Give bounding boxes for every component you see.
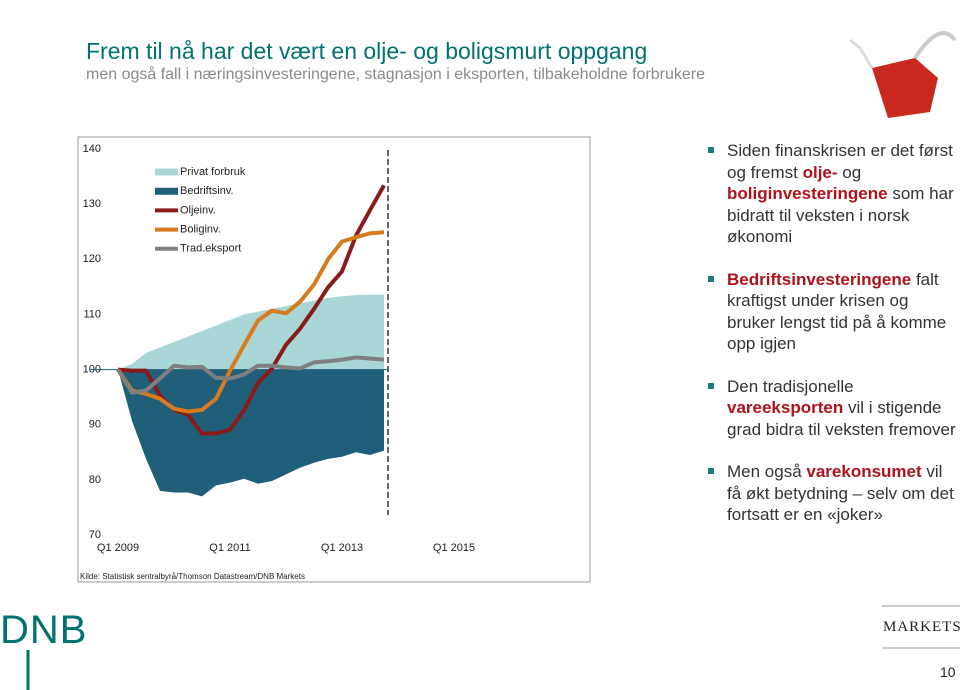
y-tick-label: 90 bbox=[89, 419, 101, 431]
emphasis: boliginvesteringene bbox=[727, 184, 888, 203]
x-tick-label: Q1 2009 bbox=[97, 542, 139, 554]
y-tick-label: 110 bbox=[83, 308, 101, 320]
legend-label: Boliginv. bbox=[180, 224, 221, 236]
bullet-text: Siden finanskrisen er det først og frems… bbox=[727, 141, 953, 182]
line bbox=[116, 230, 385, 414]
area bbox=[118, 369, 384, 497]
slide-subtitle: men også fall i næringsinvesteringene, s… bbox=[86, 66, 706, 83]
legend-label: Privat forbruk bbox=[180, 166, 246, 178]
legend-label: Oljeinv. bbox=[180, 204, 216, 216]
bullet: Den tradisjonelle vareeksporten vil i st… bbox=[706, 376, 960, 441]
y-tick-label: 140 bbox=[83, 143, 101, 155]
bullet-text: og bbox=[837, 162, 862, 182]
bullet-text: Den tradisjonelle bbox=[727, 376, 854, 396]
legend-label: Bedriftsinv. bbox=[180, 185, 234, 197]
y-tick-label: 120 bbox=[83, 253, 101, 265]
x-tick-label: Q1 2015 bbox=[433, 542, 475, 554]
bullet-list: Siden finanskrisen er det først og frems… bbox=[706, 140, 960, 547]
x-tick-label: Q1 2013 bbox=[321, 542, 363, 554]
line bbox=[116, 355, 385, 395]
emphasis: varekonsumet bbox=[806, 462, 922, 481]
brand: MARKETS bbox=[883, 619, 960, 635]
emphasis: Bedriftsinvesteringene bbox=[727, 269, 912, 289]
bullet-text: falt kraftigst under krisen og bruker le… bbox=[727, 269, 947, 354]
source-note: Kilde: Statistisk sentralbyrå/Thomson Da… bbox=[80, 572, 305, 581]
emphasis: olje- bbox=[802, 162, 838, 182]
bullet: Bedriftsinvesteringene falt kraftigst un… bbox=[706, 269, 960, 355]
line bbox=[117, 184, 386, 436]
page-number: 10 bbox=[940, 664, 956, 680]
emphasis: vareeksporten bbox=[727, 398, 844, 417]
bullet-text: vil i stigende grad bidra til veksten fr… bbox=[727, 398, 956, 439]
bullet: Men også varekonsumet vil få økt betydni… bbox=[706, 461, 960, 526]
oil-can-illustration bbox=[849, 31, 957, 118]
bullet-text: vil få økt betydning – selv om det forts… bbox=[727, 462, 954, 524]
logo: DNB bbox=[0, 608, 88, 652]
bullet-text: Men også bbox=[727, 462, 807, 481]
bullet-text: som har bidratt til veksten i norsk økon… bbox=[727, 184, 954, 246]
chart-frame bbox=[77, 136, 591, 583]
y-tick-label: 70 bbox=[89, 529, 101, 541]
y-tick-label: 80 bbox=[89, 474, 101, 486]
x-tick-label: Q1 2011 bbox=[209, 542, 250, 554]
bullet: Siden finanskrisen er det først og frems… bbox=[706, 140, 960, 248]
y-tick-label: 130 bbox=[83, 198, 101, 210]
legend-label: Trad.eksport bbox=[180, 243, 241, 255]
slide-title: Frem til nå har det vært en olje- og bol… bbox=[86, 38, 648, 64]
